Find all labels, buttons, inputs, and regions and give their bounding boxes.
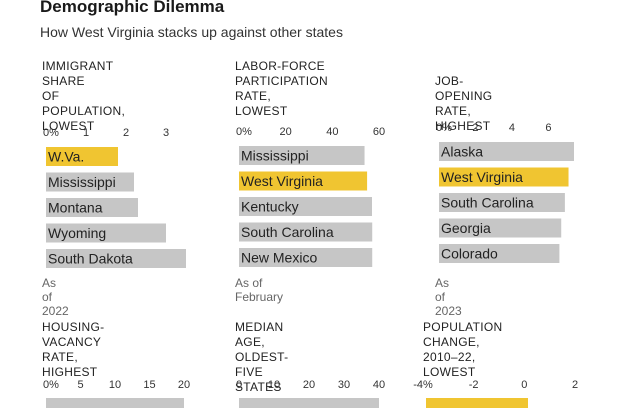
bar-label: Alaska	[441, 144, 483, 160]
bar	[239, 171, 368, 191]
panel-note: As of February	[235, 276, 284, 304]
bar-label: Georgia	[441, 220, 491, 236]
panel-note: As of 2023	[435, 276, 462, 318]
bar-label: South Carolina	[441, 195, 534, 211]
tick-label: -4%	[413, 379, 433, 391]
chart-subtitle: How West Virginia stacks up against othe…	[40, 24, 343, 40]
bar-label: South Carolina	[241, 224, 334, 240]
panel-title: LABOR-FORCE PARTICIPATION RATE, LOWEST	[235, 59, 329, 118]
tick-label: 30	[338, 379, 350, 391]
tick-label: 10	[268, 379, 280, 391]
chart-immigrant-share: 0% 1 2 3 W.Va. Mississippi Montana Wyoming South…	[43, 127, 186, 268]
panel-title: JOB-OPENING RATE, HIGHEST	[435, 74, 493, 133]
bar-label: South Dakota	[48, 251, 133, 267]
bar	[46, 249, 186, 268]
tick-label: 0%	[43, 127, 59, 139]
bar-label: Kentucky	[241, 199, 299, 215]
tick-label: 0%	[436, 122, 452, 134]
bar-label: W.Va.	[48, 149, 84, 165]
bar-label: Mississippi	[48, 174, 116, 190]
bar	[439, 244, 560, 263]
bar	[439, 193, 565, 212]
bar	[46, 198, 138, 217]
chart-population-change: -4% -2 0 2	[413, 379, 578, 408]
panel-note: As of 2022	[42, 276, 69, 318]
bar	[239, 248, 373, 267]
bar	[46, 172, 134, 192]
panel-title: MEDIAN AGE, OLDEST-FIVE STATES	[235, 320, 289, 394]
panel-title: IMMIGRANT SHARE OF POPULATION, LOWEST	[42, 59, 126, 133]
tick-label: 5	[77, 379, 83, 391]
bar-label: Montana	[48, 200, 103, 216]
tick-label: 6	[545, 122, 551, 134]
panel-title: HOUSING-VACANCY RATE, HIGHEST	[42, 320, 105, 379]
chart-title: Demographic Dilemma	[40, 0, 225, 16]
bar-label: Wyoming	[48, 225, 106, 241]
tick-label: 40	[326, 126, 338, 138]
tick-label: 20	[303, 379, 315, 391]
tick-label: 2	[123, 127, 129, 139]
tick-label: 0	[236, 379, 242, 391]
tick-label: 15	[143, 379, 155, 391]
bar-label: West Virginia	[441, 169, 523, 185]
bar-label: West Virginia	[241, 173, 323, 189]
bar	[439, 218, 562, 238]
panel-title: POPULATION CHANGE, 2010–22, LOWEST	[423, 320, 503, 379]
tick-label: 20	[178, 379, 190, 391]
bar	[46, 147, 118, 166]
chart-job-opening: 0% 2 4 6 Alaska West Virginia South Carolina Ge…	[436, 122, 574, 263]
bar	[439, 167, 569, 187]
tick-label: 2	[472, 122, 478, 134]
tick-label: 0%	[43, 379, 59, 391]
tick-label: 4	[509, 122, 515, 134]
tick-label: 0%	[236, 126, 252, 138]
bar	[239, 222, 373, 242]
bar-label: Mississippi	[241, 148, 309, 164]
tick-label: 1	[83, 127, 89, 139]
bar	[439, 142, 574, 161]
tick-label: 10	[109, 379, 121, 391]
bar	[239, 197, 372, 216]
bar	[46, 223, 166, 243]
tick-label: 3	[163, 127, 169, 139]
tick-label: 2	[572, 379, 578, 391]
chart-labor-force: 0% 20 40 60 Mississippi West Virginia Kentucky…	[236, 126, 385, 267]
tick-label: 20	[280, 126, 292, 138]
tick-label: 60	[373, 126, 385, 138]
tick-label: -2	[469, 379, 479, 391]
tick-label: 40	[373, 379, 385, 391]
bar-label: New Mexico	[241, 250, 317, 266]
bar	[239, 146, 365, 165]
bar-label: Colorado	[441, 246, 498, 262]
tick-label: 0	[521, 379, 527, 391]
